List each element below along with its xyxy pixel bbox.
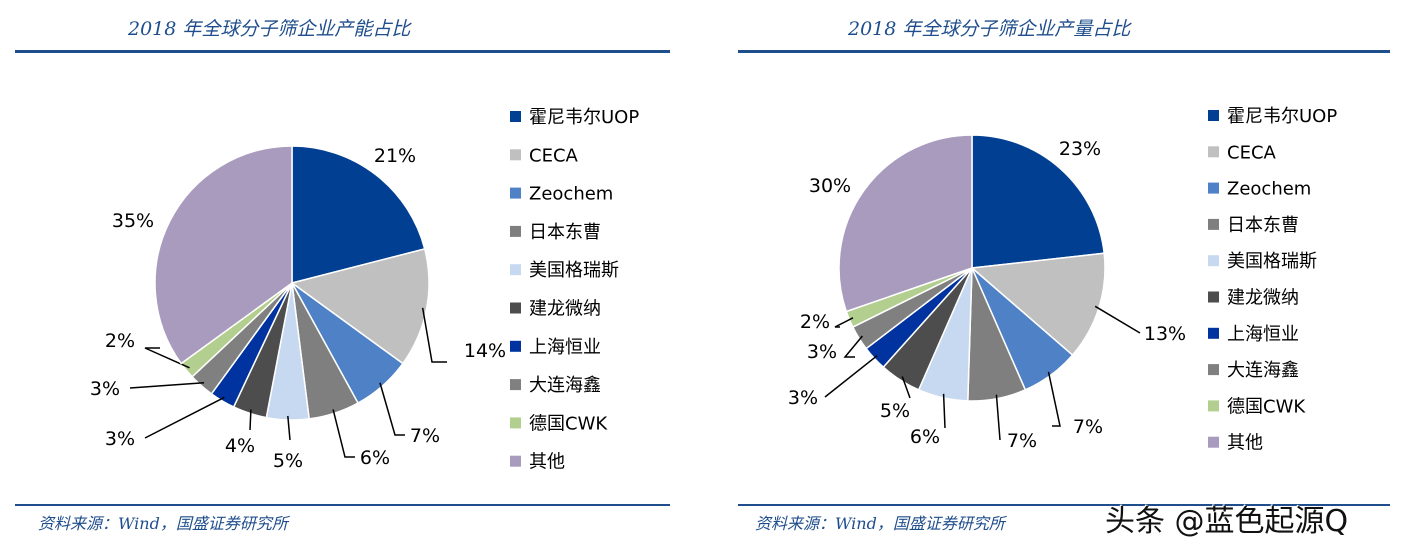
legend-label: 美国格瑞斯 <box>1227 251 1317 272</box>
legend-swatch <box>510 417 521 429</box>
legend-label: 霍尼韦尔UOP <box>529 107 639 128</box>
leader-line <box>144 347 190 369</box>
legend-swatch <box>1208 400 1219 412</box>
divider <box>15 50 670 53</box>
leader-line <box>379 382 405 436</box>
legend-swatch <box>1208 291 1219 303</box>
data-label: 3% <box>90 378 120 400</box>
legend-label: 建龙微纳 <box>529 299 601 320</box>
chart-title-right: 2018 年全球分子筛企业产量占比 <box>848 18 1131 40</box>
leader-line <box>942 393 946 429</box>
divider <box>738 50 1390 53</box>
source-note-left: 资料来源：Wind，国盛证券研究所 <box>38 514 288 533</box>
data-label: 3% <box>807 341 837 363</box>
pie-slice <box>154 145 293 365</box>
legend-swatch <box>1208 327 1219 339</box>
legend-swatch <box>510 264 521 276</box>
leader-line <box>1047 371 1061 427</box>
legend-swatch <box>1208 364 1219 376</box>
leader-line <box>834 317 854 328</box>
leader-line <box>144 396 225 439</box>
legend-swatch <box>510 111 521 122</box>
pie-slice <box>291 145 426 284</box>
data-label: 13% <box>1144 323 1186 345</box>
legend-swatch <box>1208 255 1219 267</box>
leader-line <box>287 415 291 441</box>
legend-label: CECA <box>1227 142 1277 163</box>
data-label: 21% <box>374 145 416 167</box>
legend-label: CECA <box>529 145 579 166</box>
legend-swatch <box>510 225 521 237</box>
chart-title-left: 2018 年全球分子筛企业产能占比 <box>128 18 411 40</box>
legend-swatch <box>510 149 521 161</box>
pie-slice <box>838 134 973 313</box>
data-label: 35% <box>112 210 154 232</box>
leader-line <box>129 382 205 389</box>
legend-label: 大连海鑫 <box>1227 360 1299 381</box>
data-label: 7% <box>1073 416 1103 438</box>
leader-line <box>901 376 911 399</box>
legend-label: 德国CWK <box>1227 396 1306 417</box>
legend-swatch <box>510 340 521 352</box>
data-label: 2% <box>800 311 830 333</box>
legend-label: 建龙微纳 <box>1227 288 1299 309</box>
data-label: 6% <box>910 426 940 448</box>
legend-label: Zeochem <box>1227 179 1311 200</box>
legend-label: 上海恒业 <box>1227 324 1299 345</box>
leader-line <box>843 335 863 358</box>
divider <box>15 504 670 506</box>
legend-swatch <box>510 302 521 314</box>
data-label: 5% <box>273 450 303 472</box>
data-label: 23% <box>1059 138 1101 160</box>
data-label: 2% <box>105 330 135 352</box>
legend-swatch <box>510 187 521 199</box>
data-label: 6% <box>360 447 390 469</box>
pie-slice <box>970 252 1106 357</box>
data-label: 4% <box>225 435 255 457</box>
legend-label: 日本东曹 <box>1227 215 1299 236</box>
pie-slice <box>290 248 430 365</box>
data-label: 7% <box>410 425 440 447</box>
legend-swatch <box>1208 182 1219 194</box>
legend-label: 其他 <box>529 452 565 473</box>
data-label: 3% <box>788 387 818 409</box>
legend-swatch <box>510 455 521 467</box>
leader-line <box>249 409 252 431</box>
leader-line <box>1094 305 1141 334</box>
data-label: 5% <box>880 400 910 422</box>
data-label: 3% <box>105 428 135 450</box>
legend-label: 上海恒业 <box>529 337 601 358</box>
legend-label: 日本东曹 <box>529 222 601 243</box>
legend-label: 霍尼韦尔UOP <box>1227 106 1337 127</box>
legend-label: 大连海鑫 <box>529 375 601 396</box>
pie-slice <box>971 134 1106 269</box>
legend-label: 美国格瑞斯 <box>529 260 619 281</box>
legend-label: 其他 <box>1227 433 1263 454</box>
source-note-right: 资料来源：Wind，国盛证券研究所 <box>755 514 1005 533</box>
legend-swatch <box>1208 146 1219 158</box>
data-label: 7% <box>1007 430 1037 452</box>
leader-line <box>824 354 878 398</box>
leader-line <box>995 394 1001 441</box>
legend-swatch <box>1208 218 1219 230</box>
data-label: 30% <box>809 175 851 197</box>
legend-swatch <box>1208 110 1219 121</box>
legend-label: Zeochem <box>529 184 613 205</box>
leader-line <box>332 409 355 458</box>
leader-line <box>421 307 447 363</box>
divider <box>738 504 1390 506</box>
legend-swatch <box>1208 436 1219 448</box>
watermark: 头条 @蓝色起源Q <box>1105 504 1349 539</box>
legend-swatch <box>510 379 521 391</box>
legend-label: 德国CWK <box>529 413 608 434</box>
data-label: 14% <box>464 340 506 362</box>
